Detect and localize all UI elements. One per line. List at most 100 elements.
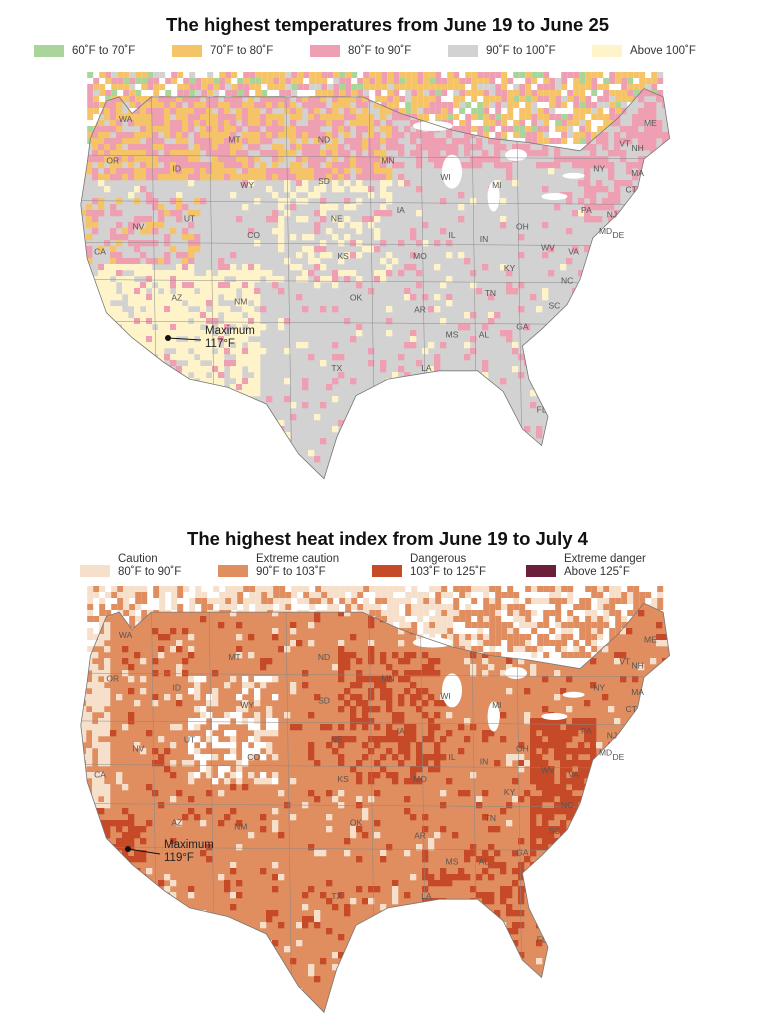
legend-item-80-90: 80˚F to 90˚F	[310, 45, 411, 58]
heat-index-map-svg: WA OR CA ID NV MT WY UT AZ CO NM ND SD NE KS OK TX MN IA MO…	[68, 586, 708, 1021]
state-label-sc: SC	[548, 301, 560, 311]
state-labels: WA OR CA ID NV MT WY UT AZ CO NM ND SD NE KS OK TX MN IA MO…	[94, 630, 657, 945]
state-label-ia: IA	[397, 726, 405, 736]
state-label-id: ID	[173, 682, 182, 692]
state-label-ct: CT	[626, 704, 637, 714]
state-label-nd: ND	[318, 652, 330, 662]
state-label-wi: WI	[440, 172, 450, 182]
state-label-mo: MO	[413, 251, 427, 261]
temperature-map: WA OR CA ID NV MT WY UT AZ CO NM ND SD NE KS OK TX MN IA MO…	[68, 72, 708, 487]
legend-label-range: 90˚F to 103˚F	[256, 566, 326, 578]
lake	[562, 691, 585, 698]
legend-label-category: Dangerous	[410, 553, 467, 565]
state-label-tn: TN	[485, 288, 496, 298]
state-label-ut: UT	[184, 213, 195, 223]
state-label-mt: MT	[228, 652, 240, 662]
lake	[412, 120, 453, 131]
state-label-ks: KS	[338, 251, 350, 261]
state-labels: WA OR CA ID NV MT WY UT AZ CO NM ND SD NE KS OK TX MN IA MO…	[94, 114, 657, 414]
coastline	[80, 88, 671, 480]
state-label-wi: WI	[440, 691, 450, 701]
lake	[412, 637, 453, 648]
state-label-me: ME	[644, 635, 657, 645]
state-label-nc: NC	[561, 276, 573, 286]
legend-label: Extreme caution 90˚F to 103˚F	[256, 553, 339, 579]
legend-item-extreme-danger: Extreme danger Above 125˚F	[526, 553, 646, 579]
state-label-mo: MO	[413, 774, 427, 784]
state-label-wv: WV	[541, 242, 555, 252]
legend-item-caution: Caution 80˚F to 90˚F	[80, 553, 181, 579]
legend-label: Extreme danger Above 125˚F	[564, 553, 646, 579]
lake	[541, 713, 568, 720]
lake	[487, 181, 500, 212]
maximum-label: Maximum	[205, 325, 255, 337]
state-label-az: AZ	[171, 817, 182, 827]
state-label-wy: WY	[240, 700, 254, 710]
legend-item-70-80: 70˚F to 80˚F	[172, 45, 273, 58]
state-label-ct: CT	[626, 184, 637, 194]
state-label-in: IN	[480, 234, 489, 244]
legend-swatch	[80, 565, 110, 577]
state-label-nh: NH	[631, 143, 643, 153]
state-label-id: ID	[173, 164, 182, 174]
legend-label-category: Extreme caution	[256, 553, 340, 565]
maximum-leader-line	[167, 337, 202, 341]
legend-label-category: Extreme danger	[564, 553, 646, 565]
state-label-de: DE	[612, 230, 624, 240]
state-label-ny: NY	[593, 164, 605, 174]
state-label-ny: NY	[593, 682, 605, 692]
state-label-la: LA	[421, 363, 432, 373]
legend-label: 60˚F to 70˚F	[72, 45, 136, 57]
state-label-mn: MN	[381, 155, 394, 165]
lake	[442, 673, 462, 708]
temperature-map-svg: WA OR CA ID NV MT WY UT AZ CO NM ND SD NE KS OK TX MN IA MO…	[68, 72, 708, 487]
state-label-vt: VT	[619, 656, 630, 666]
state-label-ms: MS	[446, 856, 459, 866]
state-label-oh: OH	[516, 743, 529, 753]
state-label-ks: KS	[338, 774, 350, 784]
state-label-nm: NM	[234, 296, 247, 306]
state-label-mi: MI	[492, 700, 501, 710]
lake	[562, 172, 585, 179]
state-label-ma: MA	[631, 687, 644, 697]
map-layer	[68, 72, 708, 487]
state-label-wa: WA	[119, 630, 133, 640]
legend-swatch	[172, 45, 202, 57]
legend-label: 80˚F to 90˚F	[348, 45, 412, 57]
state-label-va: VA	[568, 769, 579, 779]
legend-label: 70˚F to 80˚F	[210, 45, 274, 57]
legend-item-above-100: Above 100˚F	[592, 45, 696, 58]
legend-label-range: 80˚F to 90˚F	[118, 566, 182, 578]
lake	[541, 193, 568, 200]
maximum-value: 119°F	[164, 852, 194, 864]
state-label-nj: NJ	[607, 730, 617, 740]
maximum-leader-line	[127, 848, 161, 855]
legend-swatch	[592, 45, 622, 57]
state-label-tn: TN	[485, 813, 496, 823]
state-label-pa: PA	[581, 205, 592, 215]
state-label-va: VA	[568, 247, 579, 257]
legend-label-range: 103˚F to 125˚F	[410, 566, 487, 578]
maximum-value: 117°F	[205, 338, 235, 350]
state-label-nm: NM	[234, 822, 247, 832]
legend-item-90-100: 90˚F to 100˚F	[448, 45, 556, 58]
state-label-ca: CA	[94, 247, 106, 257]
legend-swatch	[372, 565, 402, 577]
legend-swatch	[448, 45, 478, 57]
state-label-nv: NV	[132, 222, 144, 232]
state-label-in: IN	[480, 756, 489, 766]
state-label-il: IL	[448, 752, 455, 762]
legend-label: Caution 80˚F to 90˚F	[118, 553, 181, 579]
legend-swatch	[526, 565, 556, 577]
state-label-sd: SD	[318, 176, 330, 186]
legend-item-extreme-caution: Extreme caution 90˚F to 103˚F	[218, 553, 339, 579]
state-label-ok: OK	[350, 292, 363, 302]
state-label-tx: TX	[331, 891, 342, 901]
state-label-ar: AR	[414, 830, 426, 840]
state-label-ne: NE	[331, 735, 343, 745]
state-label-ia: IA	[397, 205, 405, 215]
state-label-ut: UT	[184, 735, 195, 745]
state-label-nd: ND	[318, 135, 330, 145]
state-label-ar: AR	[414, 305, 426, 315]
